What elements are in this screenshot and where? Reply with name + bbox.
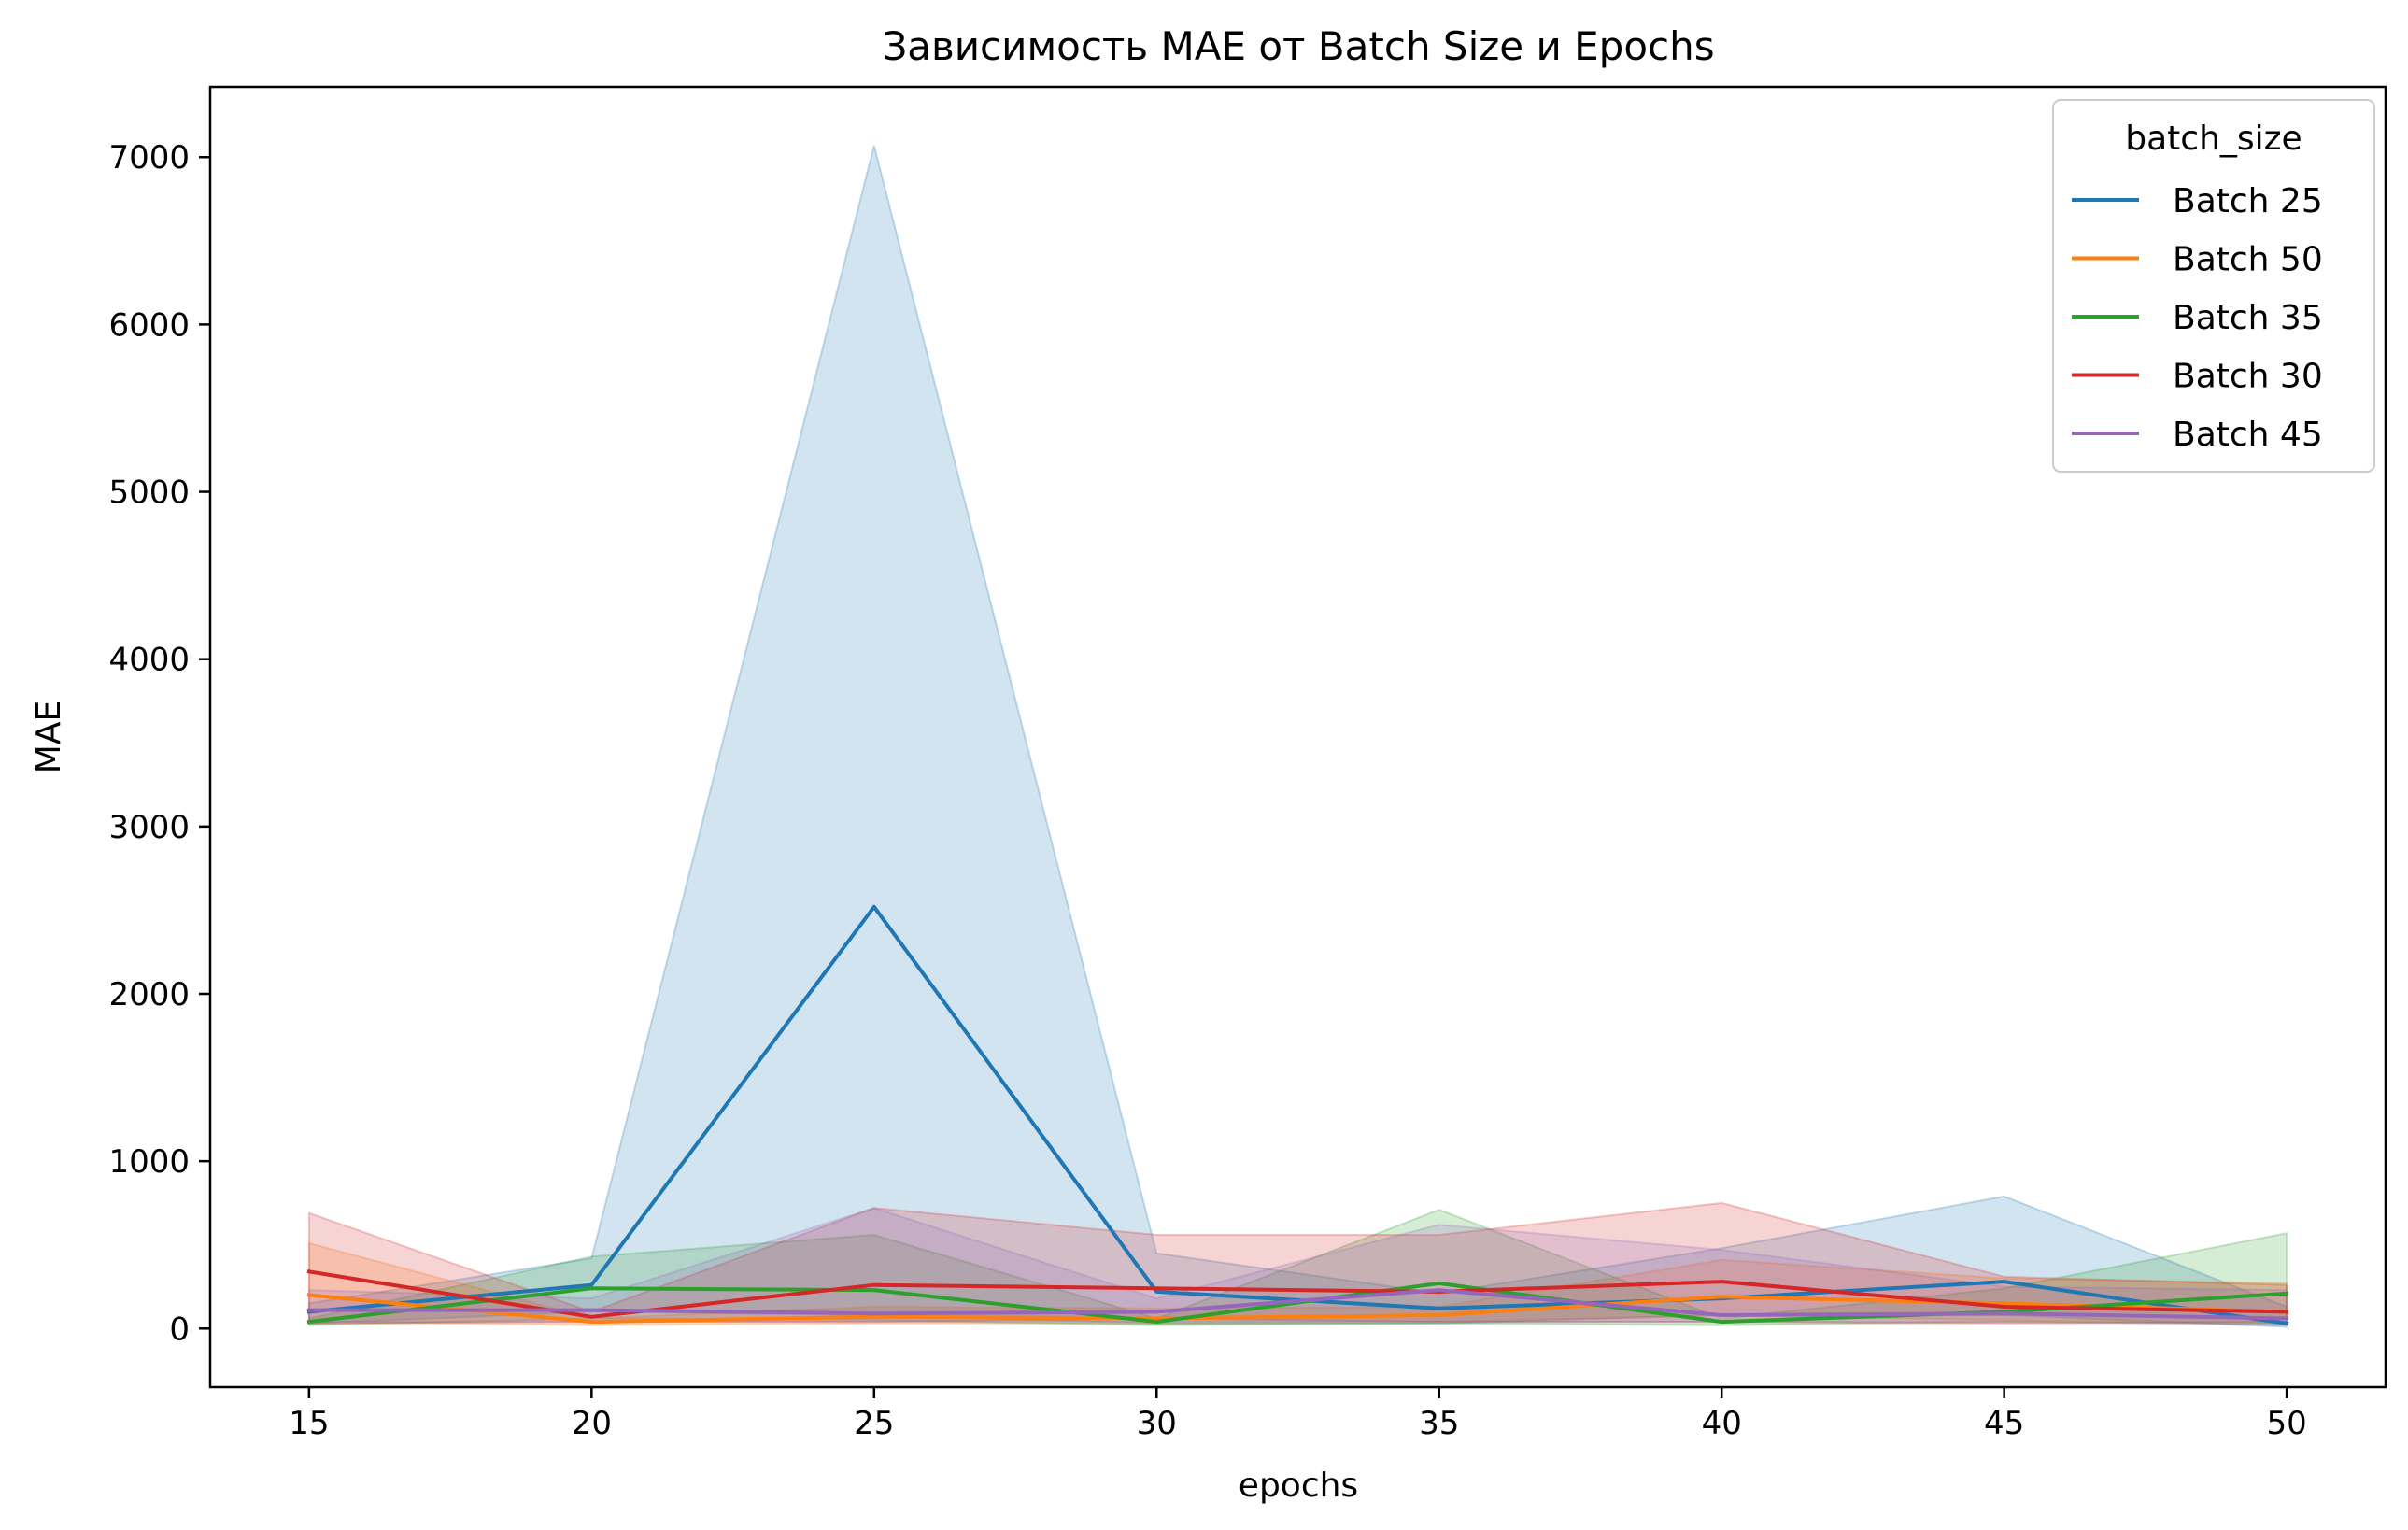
x-tick-label: 30 — [1137, 1405, 1177, 1442]
chart-title: Зависимость MAE от Batch Size и Epochs — [882, 23, 1714, 69]
legend-label: Batch 30 — [2173, 358, 2323, 396]
y-tick-label: 5000 — [108, 475, 190, 512]
x-tick-label: 15 — [289, 1405, 329, 1442]
legend-label: Batch 35 — [2173, 299, 2323, 337]
legend-label: Batch 45 — [2173, 416, 2323, 454]
y-tick-label: 0 — [169, 1310, 190, 1348]
series-line-batch-45 — [306, 1288, 2289, 1321]
y-tick-label: 6000 — [108, 306, 190, 344]
x-tick-label: 40 — [1702, 1405, 1742, 1442]
x-tick-label: 45 — [1984, 1405, 2024, 1442]
x-tick-label: 50 — [2267, 1405, 2307, 1442]
x-tick-label: 35 — [1419, 1405, 1459, 1442]
y-tick-label: 1000 — [108, 1143, 190, 1181]
y-tick-label: 7000 — [108, 139, 190, 177]
legend-label: Batch 25 — [2173, 182, 2323, 220]
y-axis-label: MAE — [30, 701, 68, 773]
plot-frame — [208, 85, 2387, 1389]
y-tick-label: 4000 — [108, 642, 190, 679]
x-axis-ticks: 15 20 25 30 35 40 45 50 — [289, 1387, 2307, 1442]
legend-box — [2052, 99, 2375, 473]
y-axis-ticks: 0 1000 2000 3000 4000 5000 6000 7000 — [108, 139, 210, 1348]
y-tick-label: 2000 — [108, 976, 190, 1013]
legend-label: Batch 50 — [2173, 241, 2323, 279]
series-lines — [306, 904, 2289, 1326]
x-tick-label: 25 — [854, 1405, 894, 1442]
x-tick-label: 20 — [572, 1405, 612, 1442]
x-axis-label: epochs — [1239, 1466, 1358, 1505]
y-tick-label: 3000 — [108, 809, 190, 846]
legend-title: batch_size — [2125, 120, 2302, 158]
legend-items: Batch 25 Batch 50 Batch 35 Batch 30 Batch 45 — [2072, 182, 2323, 454]
